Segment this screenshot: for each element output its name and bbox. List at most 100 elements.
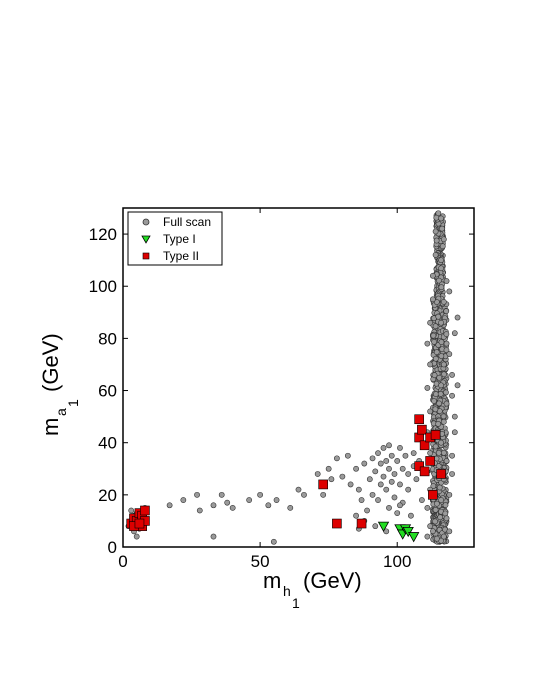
y-tick-label: 100 bbox=[89, 277, 117, 296]
y-tick-label: 0 bbox=[108, 538, 117, 557]
full-scan-point bbox=[427, 450, 434, 457]
full-scan-point bbox=[218, 491, 225, 498]
full-scan-point bbox=[355, 486, 362, 493]
full-scan-point bbox=[436, 277, 442, 284]
legend: Full scan Type I Type II bbox=[127, 211, 223, 266]
full-scan-point bbox=[446, 351, 453, 357]
full-scan-point bbox=[325, 465, 332, 472]
full-scan-point bbox=[347, 481, 354, 488]
full-scan-point bbox=[372, 468, 379, 475]
full-scan-point bbox=[369, 491, 376, 498]
full-scan-point bbox=[443, 458, 450, 464]
full-scan-point bbox=[424, 340, 431, 347]
legend-marker-full-scan bbox=[142, 218, 150, 226]
x-axis-label-subsub: 1 bbox=[292, 595, 300, 611]
full-scan-point bbox=[443, 389, 449, 396]
full-scan-point bbox=[430, 528, 436, 535]
full-scan-point bbox=[451, 330, 458, 337]
full-scan-point bbox=[438, 319, 444, 326]
type-ii-point bbox=[417, 424, 427, 435]
full-scan-point bbox=[380, 473, 387, 480]
type-ii-point bbox=[414, 414, 424, 425]
legend-marker-type-ii bbox=[142, 252, 150, 260]
full-scan-point bbox=[440, 413, 447, 420]
full-scan-point bbox=[443, 515, 450, 522]
legend-label-type-i: Type I bbox=[163, 232, 196, 246]
full-scan-point bbox=[432, 406, 439, 413]
full-scan-point bbox=[314, 471, 321, 477]
full-scan-point bbox=[353, 512, 359, 519]
full-scan-point bbox=[454, 382, 461, 389]
full-scan-point bbox=[413, 476, 420, 483]
full-scan-point bbox=[454, 314, 461, 321]
full-scan-point bbox=[320, 491, 327, 498]
full-scan-point bbox=[210, 533, 217, 540]
full-scan-point bbox=[369, 455, 376, 462]
full-scan-point bbox=[440, 450, 447, 456]
full-scan-point bbox=[433, 237, 440, 244]
full-scan-point bbox=[246, 497, 253, 503]
full-scan-point bbox=[391, 494, 398, 501]
full-scan-point bbox=[440, 361, 447, 368]
full-scan-point bbox=[257, 491, 264, 498]
full-scan-point bbox=[442, 510, 449, 517]
full-scan-point bbox=[446, 528, 453, 535]
full-scan-point bbox=[301, 491, 307, 498]
full-scan-point bbox=[388, 478, 395, 485]
full-scan-point bbox=[166, 502, 173, 509]
full-scan-point bbox=[391, 471, 398, 477]
full-scan-point bbox=[427, 523, 434, 530]
full-scan-point bbox=[408, 512, 414, 519]
axis-ticks: 0 50 100 0 20 40 60 80 100 120 bbox=[89, 208, 474, 571]
type-i-point bbox=[402, 526, 414, 538]
data-points bbox=[125, 210, 461, 545]
full-scan-point bbox=[432, 323, 439, 330]
type-ii-point bbox=[430, 430, 441, 440]
full-scan-point bbox=[440, 298, 447, 305]
type-ii-point bbox=[332, 518, 342, 529]
full-scan-point bbox=[446, 491, 453, 498]
full-scan-point bbox=[431, 398, 437, 404]
full-scan-point bbox=[438, 353, 445, 359]
full-scan-point bbox=[405, 471, 412, 477]
full-scan-point bbox=[397, 445, 403, 451]
type-ii-point bbox=[134, 518, 145, 529]
legend-label-full-scan: Full scan bbox=[163, 215, 211, 229]
full-scan-point bbox=[295, 486, 302, 493]
full-scan-point bbox=[402, 452, 409, 459]
full-scan-point bbox=[424, 533, 431, 540]
full-scan-point bbox=[364, 507, 370, 514]
full-scan-point bbox=[397, 502, 403, 509]
full-scan-point bbox=[436, 484, 443, 491]
full-scan-point bbox=[265, 502, 272, 509]
full-scan-point bbox=[273, 497, 280, 503]
full-scan-point bbox=[431, 339, 437, 345]
type-i-point bbox=[407, 532, 420, 543]
full-scan-point bbox=[229, 504, 236, 511]
full-scan-point bbox=[436, 400, 443, 407]
full-scan-point bbox=[430, 483, 437, 489]
full-scan-point bbox=[333, 455, 340, 462]
y-axis-label-subsub: 1 bbox=[65, 399, 81, 407]
type-ii-point bbox=[436, 469, 446, 479]
full-scan-point bbox=[443, 308, 450, 315]
full-scan-point bbox=[432, 518, 439, 525]
full-scan-point bbox=[210, 502, 217, 509]
full-scan-point bbox=[446, 288, 453, 295]
full-scan-point bbox=[438, 439, 444, 446]
type-i-point bbox=[377, 521, 390, 532]
legend-marker-type-i bbox=[141, 235, 151, 244]
full-scan-point bbox=[372, 523, 379, 530]
full-scan-point bbox=[328, 476, 335, 483]
full-scan-point bbox=[441, 371, 447, 378]
full-scan-point bbox=[224, 499, 231, 506]
full-scan-point bbox=[438, 497, 444, 503]
x-axis-label-unit: (GeV) bbox=[303, 568, 362, 593]
full-scan-point bbox=[287, 504, 294, 511]
type-ii-point bbox=[356, 518, 367, 529]
full-scan-point bbox=[438, 257, 444, 264]
full-scan-point bbox=[443, 340, 450, 347]
full-scan-point bbox=[380, 445, 387, 451]
full-scan-point bbox=[180, 497, 187, 503]
y-tick-label: 60 bbox=[98, 382, 117, 401]
